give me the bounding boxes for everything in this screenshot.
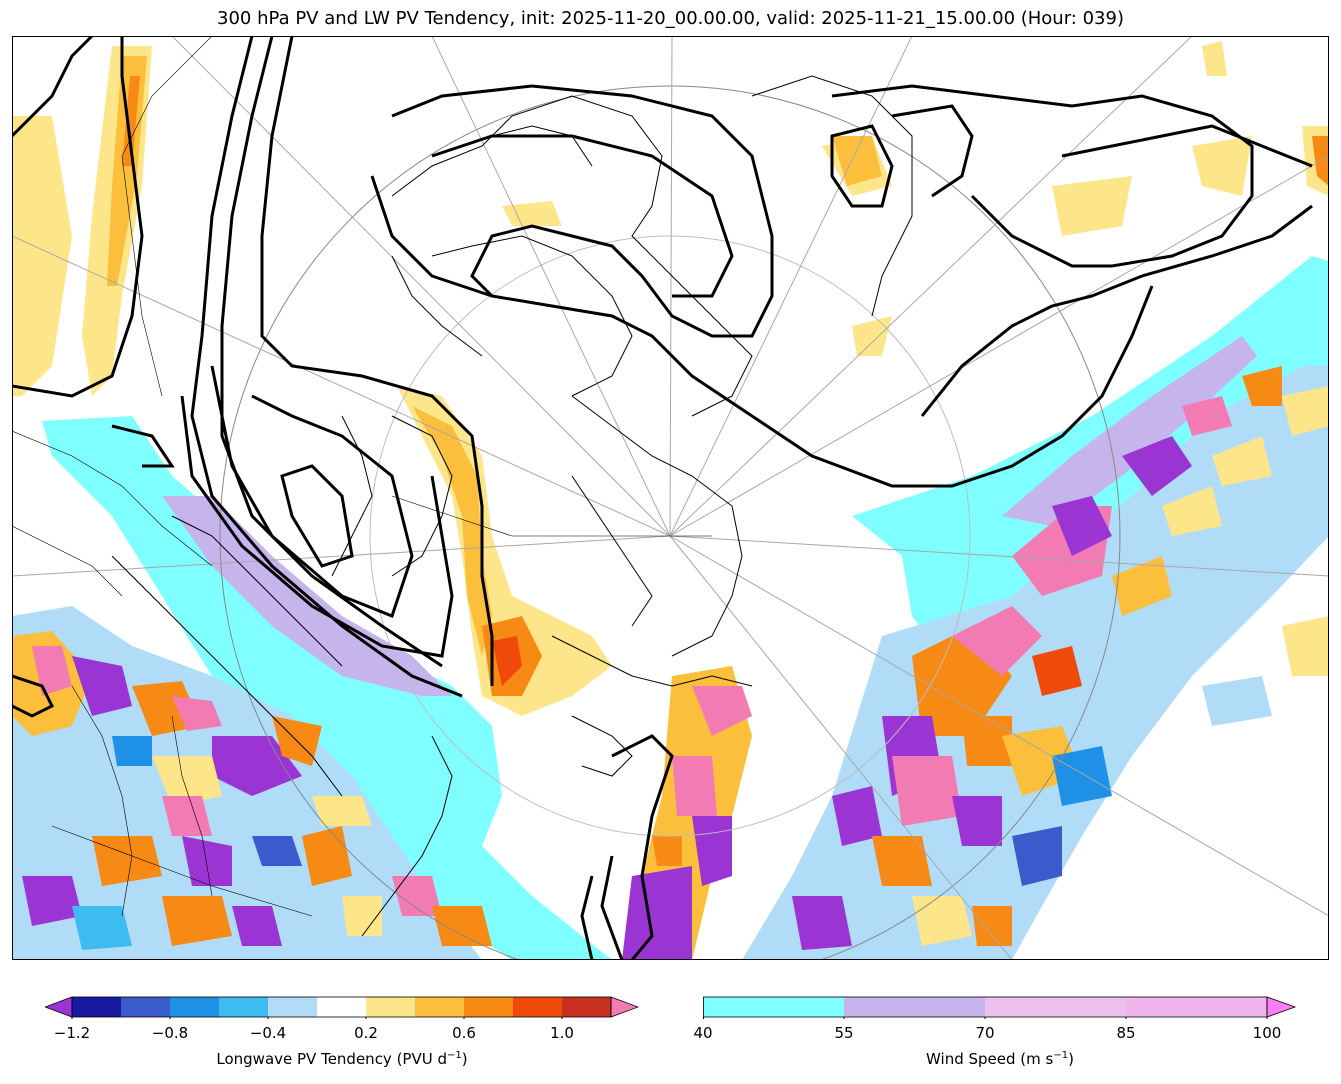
colorbar-tick-label: 1.0 <box>550 1024 574 1042</box>
colorbar-swatch <box>219 997 268 1017</box>
colorbar-swatch <box>985 997 1126 1017</box>
pv-tendency-atlantic-plume <box>622 666 752 960</box>
colorbar-over-triangle <box>1266 996 1297 1018</box>
colorbar-tick-label: −1.2 <box>53 1024 91 1042</box>
colorbar-swatch <box>317 997 366 1017</box>
wind-speed-colorbar-label: Wind Speed (m s−1) <box>926 1050 1074 1068</box>
pv-tendency-colorbar-label: Longwave PV Tendency (PVU d−1) <box>216 1050 468 1068</box>
colorbar-tick-label: −0.4 <box>249 1024 287 1042</box>
colorbar-swatch <box>415 997 464 1017</box>
map-panel <box>12 36 1329 960</box>
wind-speed-colorbar <box>703 996 1297 1019</box>
colorbar-tick-label: 100 <box>1252 1024 1282 1042</box>
pv-contours <box>12 36 1313 960</box>
colorbar-swatch <box>72 997 121 1017</box>
colorbar-under-triangle <box>45 996 73 1018</box>
colorbar-swatch <box>366 997 415 1017</box>
colorbar-tick-label: 0.2 <box>354 1024 378 1042</box>
graticule <box>12 36 1329 960</box>
colorbar-over-triangle <box>610 996 639 1018</box>
map-title: 300 hPa PV and LW PV Tendency, init: 202… <box>217 8 1124 29</box>
colorbar-swatch <box>268 997 317 1017</box>
colorbar-swatch <box>464 997 513 1017</box>
colorbar-swatch <box>703 997 844 1017</box>
colorbar-swatch <box>513 997 562 1017</box>
colorbar-swatch <box>1126 997 1267 1017</box>
colorbar-swatch <box>844 997 985 1017</box>
borders <box>12 36 712 917</box>
pv-tendency-positive-central <box>397 386 612 716</box>
colorbar-swatch <box>170 997 219 1017</box>
colorbar-tick-label: 0.6 <box>452 1024 476 1042</box>
colorbar-swatch <box>121 997 170 1017</box>
coastlines <box>111 75 913 937</box>
pv-tendency-se-ribbon <box>742 366 1329 960</box>
map-frame <box>12 36 1329 960</box>
colorbar-tick-label: 55 <box>834 1024 854 1042</box>
colorbar-tick-label: 40 <box>693 1024 713 1042</box>
colorbar-tick-label: 70 <box>975 1024 995 1042</box>
colorbar-tick-label: 85 <box>1116 1024 1136 1042</box>
colorbar-swatch <box>562 997 611 1017</box>
pv-tendency-positive-nw <box>12 46 152 396</box>
pv-tendency-colorbar <box>45 996 639 1019</box>
colorbar-tick-label: −0.8 <box>151 1024 189 1042</box>
